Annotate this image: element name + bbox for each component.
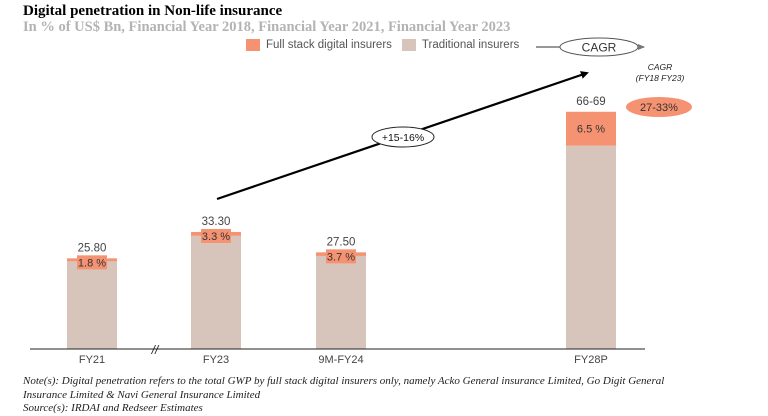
digital-share-label: 6.5 %: [577, 124, 605, 136]
bar-traditional-fy23: [191, 235, 241, 349]
legend-label-digital: Full stack digital insurers: [266, 39, 392, 51]
bar-traditional-9m-fy24: [316, 255, 366, 349]
legend-swatch-digital: [246, 39, 260, 51]
legend-item-digital: Full stack digital insurers: [246, 39, 392, 51]
x-tick-labels: FY21 FY23 9M-FY24 FY28P: [79, 354, 608, 366]
trend-arrow-label-ellipse: [371, 126, 435, 148]
x-tick-label: FY28P: [574, 354, 608, 366]
legend-swatch-traditional: [401, 39, 416, 51]
total-value-label: 27.50: [327, 236, 356, 248]
digital-label-bg-fy23: [201, 228, 231, 243]
legend: Full stack digital insurers Traditional …: [246, 39, 529, 51]
cagr-key-label: CAGR: [582, 41, 617, 55]
digital-share-label: 3.3 %: [202, 231, 230, 243]
cagr-legend-key: CAGR: [536, 37, 645, 57]
x-tick-label: FY23: [203, 354, 229, 366]
digital-label-bg-fy21: [77, 255, 107, 270]
footnotes: Note(s): Digital penetration refers to t…: [23, 375, 763, 416]
trend-arrow-label: +15-16%: [382, 132, 424, 144]
note-line-1: Note(s): Digital penetration refers to t…: [23, 375, 665, 387]
chart-subtitle: In % of US$ Bn, Financial Year 2018, Fin…: [23, 19, 511, 35]
cagr-value-ellipse: [626, 97, 692, 117]
cagr-value: 27-33%: [640, 102, 678, 114]
x-tick-label: 9M-FY24: [318, 354, 363, 366]
chart-title: Digital penetration in Non-life insuranc…: [23, 3, 283, 19]
total-value-label: 25.80: [78, 242, 107, 254]
digital-share-label: 1.8 %: [78, 257, 106, 269]
cagr-heading-line2: (FY18 FY23): [636, 73, 685, 83]
x-tick-label: FY21: [79, 354, 105, 366]
bar-traditional-fy28p: [566, 145, 616, 349]
bars-group: 1.8 % 25.80 3.3 % 33.30 3.7 % 27.50 6.5 % 66-69: [67, 96, 616, 349]
total-value-label: 33.30: [202, 216, 231, 228]
bar-traditional-fy21: [67, 261, 117, 349]
legend-item-traditional: Traditional insurers: [401, 39, 520, 51]
cagr-heading-line1: CAGR: [648, 62, 673, 72]
digital-label-bg-9m-fy24: [326, 249, 356, 264]
source-line: Source(s): IRDAI and Redseer Estimates: [23, 402, 203, 414]
note-line-2: Insurance Limited & Navi General Insuran…: [23, 388, 261, 401]
legend-label-traditional: Traditional insurers: [421, 39, 520, 51]
axis-break-marker: //: [151, 343, 160, 357]
digital-share-label: 3.7 %: [327, 251, 355, 263]
total-value-label: 66-69: [576, 96, 605, 108]
bar-digital-fy28p: [566, 111, 616, 146]
